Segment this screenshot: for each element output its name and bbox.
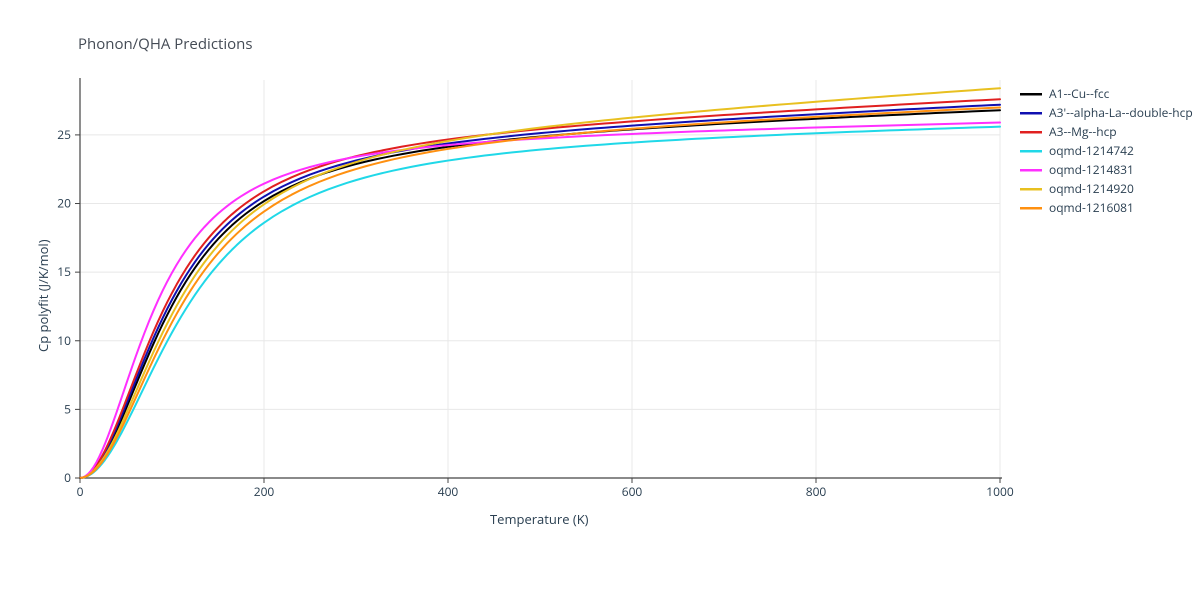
- legend-swatch: [1020, 93, 1042, 96]
- x-axis-label: Temperature (K): [490, 510, 589, 528]
- legend-swatch: [1020, 207, 1042, 210]
- legend-label[interactable]: A1--Cu--fcc: [1049, 85, 1110, 102]
- legend-label[interactable]: A3'--alpha-La--double-hcp: [1049, 104, 1193, 121]
- legend-swatch: [1020, 131, 1042, 134]
- y-tick-label: 15: [57, 263, 71, 280]
- y-axis-label: Cp polyfit (J/K/mol): [34, 239, 52, 352]
- legend-label[interactable]: oqmd-1214920: [1049, 180, 1134, 197]
- chart-title: Phonon/QHA Predictions: [78, 34, 253, 54]
- legend-swatch: [1020, 188, 1042, 191]
- y-tick-label: 0: [64, 469, 71, 486]
- legend-label[interactable]: oqmd-1214831: [1049, 161, 1134, 178]
- y-tick-label: 20: [57, 195, 71, 212]
- x-tick-label: 600: [622, 483, 643, 500]
- x-tick-label: 800: [806, 483, 827, 500]
- series-line: [80, 127, 1000, 478]
- x-tick-label: 1000: [986, 483, 1014, 500]
- y-tick-label: 5: [64, 400, 71, 417]
- x-tick-label: 400: [438, 483, 459, 500]
- plot-svg: 0 200 400 600 800 1000 0 5 10 15 20 25 A1--Cu--fcc A…: [0, 0, 1200, 600]
- legend-label[interactable]: oqmd-1216081: [1049, 199, 1134, 216]
- legend-label[interactable]: A3--Mg--hcp: [1049, 123, 1117, 140]
- y-tick-label: 25: [57, 126, 71, 143]
- legend-label[interactable]: oqmd-1214742: [1049, 142, 1134, 159]
- legend-swatch: [1020, 150, 1042, 153]
- x-tick-label: 200: [254, 483, 275, 500]
- x-tick-label: 0: [77, 483, 84, 500]
- series-line: [80, 110, 1000, 478]
- series-line: [80, 107, 1000, 478]
- series-line: [80, 88, 1000, 478]
- series-line: [80, 99, 1000, 478]
- series-line: [80, 123, 1000, 478]
- legend-swatch: [1020, 169, 1042, 172]
- y-tick-label: 10: [57, 332, 71, 349]
- legend-swatch: [1020, 112, 1042, 115]
- series-line: [80, 105, 1000, 478]
